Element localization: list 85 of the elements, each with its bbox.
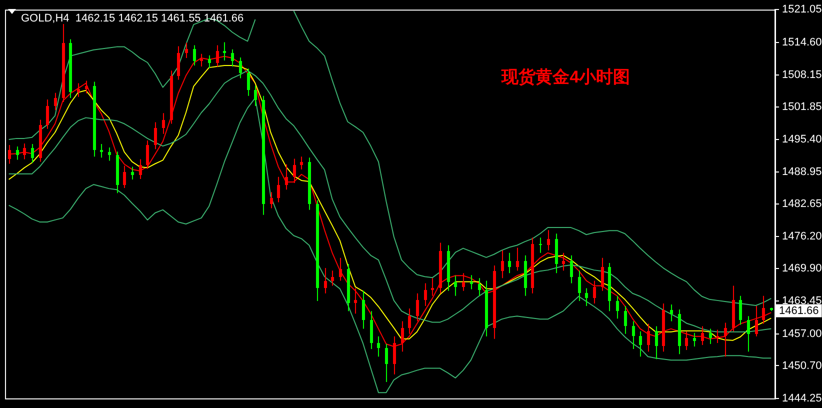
y-tick-label: 1463.45: [782, 295, 822, 308]
candlestick: [670, 304, 673, 322]
candlestick: [632, 320, 635, 350]
candlestick: [247, 68, 250, 96]
candlestick: [508, 252, 511, 274]
candlestick: [593, 280, 596, 304]
candlestick: [185, 42, 188, 58]
candlestick: [324, 268, 327, 294]
candlestick: [331, 270, 334, 286]
candlestick: [16, 146, 19, 160]
candlestick: [293, 158, 296, 184]
candlestick: [601, 257, 604, 292]
candlestick: [547, 230, 550, 251]
candlestick: [162, 112, 165, 134]
candlestick: [585, 288, 588, 307]
y-tick-label: 1495.40: [782, 133, 822, 146]
annotation: 现货黄金4小时图: [500, 67, 630, 86]
y-tick-label: 1488.95: [782, 166, 822, 178]
candlestick: [223, 42, 226, 61]
candlestick: [100, 144, 103, 158]
candlestick: [416, 292, 419, 322]
candlestick: [624, 306, 627, 334]
candlestick: [23, 143, 26, 160]
candlestick: [177, 46, 180, 80]
candlestick: [709, 328, 712, 344]
y-tick-label: 1444.25: [782, 392, 822, 404]
candlestick: [570, 254, 573, 284]
y-tick-label: 1514.60: [782, 36, 822, 48]
candlestick: [139, 158, 142, 180]
candlestick: [424, 282, 427, 307]
candlestick: [655, 326, 658, 360]
candlestick: [578, 270, 581, 302]
candlestick: [362, 290, 365, 330]
candlestick: [208, 54, 211, 69]
candlestick: [454, 275, 457, 296]
candlestick: [762, 295, 765, 324]
candlestick: [85, 80, 88, 94]
y-tick-label: 1450.70: [782, 360, 822, 372]
candlestick: [470, 274, 473, 290]
candlestick: [108, 147, 111, 162]
candlestick: [146, 140, 149, 170]
text: 1461.66: [779, 304, 819, 317]
chart-title: GOLD,H4 1462.15 1462.15 1461.55 1461.66: [21, 12, 244, 25]
candlestick: [478, 278, 481, 296]
candlestick: [539, 237, 542, 254]
candlestick: [716, 329, 719, 344]
candlestick: [254, 85, 257, 107]
candlestick: [501, 250, 504, 279]
candlestick: [46, 98, 49, 130]
candlestick: [131, 166, 134, 180]
candlestick: [431, 278, 434, 296]
y-tick-label: 1482.65: [782, 198, 822, 210]
candlestick: [31, 144, 34, 164]
candlestick: [739, 295, 742, 326]
candlestick: [277, 176, 280, 203]
candlestick: [516, 247, 519, 272]
candlestick: [300, 156, 303, 170]
candlestick: [462, 272, 465, 292]
candlestick: [693, 332, 696, 348]
candlestick: [54, 92, 57, 111]
candlestick: [408, 308, 411, 334]
candlestick: [239, 56, 242, 79]
y-tick-label: 1469.90: [782, 262, 822, 275]
candlestick: [154, 122, 157, 150]
y-tick-label: 1501.85: [782, 100, 822, 113]
candlestick: [339, 257, 342, 282]
candlestick: [385, 343, 388, 382]
candlestick: [747, 316, 750, 352]
y-tick-label: 1476.20: [782, 230, 822, 243]
candlestick: [285, 164, 288, 190]
candlestick: [354, 288, 357, 314]
y-tick-label: 1457.00: [782, 328, 822, 340]
y-tick-label: 1508.15: [782, 68, 822, 81]
candlestick: [639, 330, 642, 358]
candlestick: [562, 252, 565, 272]
candlestick: [231, 48, 234, 68]
candlestick: [616, 295, 619, 320]
candlestick: [123, 165, 126, 189]
candlestick: [270, 192, 273, 209]
y-tick-label: 1521.05: [782, 4, 822, 16]
candlestick: [193, 44, 196, 66]
candlestick: [370, 310, 373, 350]
candlestick: [77, 82, 80, 98]
candlestick: [377, 336, 380, 358]
candlestick: [755, 306, 758, 337]
